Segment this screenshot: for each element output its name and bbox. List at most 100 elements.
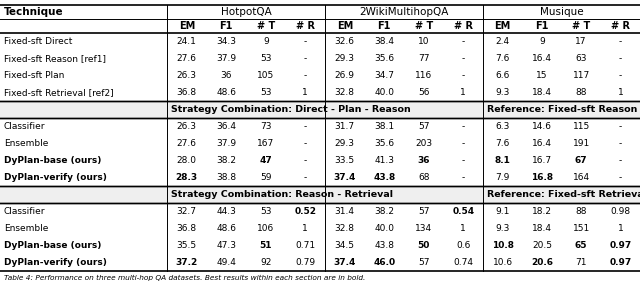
Text: -: - (619, 54, 622, 63)
Text: 9.1: 9.1 (495, 207, 510, 216)
Text: -: - (303, 122, 307, 131)
Text: 32.6: 32.6 (335, 37, 355, 46)
Text: -: - (461, 122, 465, 131)
Text: 92: 92 (260, 258, 271, 267)
Text: 27.6: 27.6 (177, 139, 196, 148)
Text: 36.8: 36.8 (177, 224, 197, 233)
Text: # T: # T (415, 21, 433, 31)
Text: 20.5: 20.5 (532, 241, 552, 250)
Text: 77: 77 (418, 54, 429, 63)
Text: 36: 36 (221, 71, 232, 80)
Text: 37.4: 37.4 (333, 173, 356, 182)
Text: 16.7: 16.7 (532, 156, 552, 165)
Text: 33.5: 33.5 (335, 156, 355, 165)
Text: -: - (619, 156, 622, 165)
Text: Fixed-sft Retrieval [ref2]: Fixed-sft Retrieval [ref2] (4, 88, 114, 97)
Text: -: - (461, 156, 465, 165)
Text: 1: 1 (460, 88, 466, 97)
Text: 0.6: 0.6 (456, 241, 470, 250)
Text: 18.4: 18.4 (532, 88, 552, 97)
Text: 47: 47 (259, 156, 272, 165)
Text: 37.9: 37.9 (216, 139, 236, 148)
Text: 106: 106 (257, 224, 275, 233)
Text: 38.2: 38.2 (216, 156, 236, 165)
Text: 34.3: 34.3 (216, 37, 236, 46)
Text: 1: 1 (302, 88, 308, 97)
Text: # T: # T (572, 21, 590, 31)
Text: EM: EM (337, 21, 353, 31)
Text: 0.54: 0.54 (452, 207, 474, 216)
Text: 26.9: 26.9 (335, 71, 355, 80)
Text: DyPlan-verify (ours): DyPlan-verify (ours) (4, 173, 107, 182)
Text: DyPlan-verify (ours): DyPlan-verify (ours) (4, 258, 107, 267)
Text: 18.2: 18.2 (532, 207, 552, 216)
Text: 40.0: 40.0 (374, 88, 394, 97)
Text: 36.4: 36.4 (216, 122, 236, 131)
Text: 38.2: 38.2 (374, 207, 394, 216)
Text: 9: 9 (539, 37, 545, 46)
Text: 18.4: 18.4 (532, 224, 552, 233)
Text: -: - (303, 139, 307, 148)
Text: 27.6: 27.6 (177, 54, 196, 63)
Text: 32.8: 32.8 (335, 88, 355, 97)
Text: # T: # T (257, 21, 275, 31)
Text: 26.3: 26.3 (177, 71, 196, 80)
Text: 63: 63 (575, 54, 587, 63)
Text: 32.7: 32.7 (177, 207, 196, 216)
Text: # R: # R (611, 21, 630, 31)
Text: 1: 1 (618, 88, 623, 97)
Text: 71: 71 (575, 258, 587, 267)
Text: 88: 88 (575, 207, 587, 216)
Text: # R: # R (296, 21, 315, 31)
Text: 28.0: 28.0 (177, 156, 196, 165)
Text: 65: 65 (575, 241, 588, 250)
Text: 16.8: 16.8 (531, 173, 553, 182)
Text: 10.8: 10.8 (492, 241, 514, 250)
Text: -: - (619, 71, 622, 80)
Text: 14.6: 14.6 (532, 122, 552, 131)
Text: Reference: Fixed-sft Retrieval: Reference: Fixed-sft Retrieval (487, 190, 640, 199)
Text: 35.5: 35.5 (177, 241, 197, 250)
Text: 167: 167 (257, 139, 275, 148)
Text: 53: 53 (260, 54, 271, 63)
Text: -: - (619, 122, 622, 131)
Text: -: - (619, 139, 622, 148)
Text: 51: 51 (259, 241, 272, 250)
Text: 0.74: 0.74 (453, 258, 473, 267)
Text: 0.97: 0.97 (609, 258, 632, 267)
Text: 56: 56 (418, 88, 429, 97)
Text: 38.1: 38.1 (374, 122, 394, 131)
Text: Fixed-sft Plan: Fixed-sft Plan (4, 71, 65, 80)
Text: 34.7: 34.7 (374, 71, 394, 80)
Text: 48.6: 48.6 (216, 224, 236, 233)
Text: 7.9: 7.9 (495, 173, 510, 182)
Text: -: - (461, 139, 465, 148)
Text: 24.1: 24.1 (177, 37, 196, 46)
Text: 1: 1 (618, 224, 623, 233)
Text: 0.79: 0.79 (295, 258, 316, 267)
Text: 1: 1 (460, 224, 466, 233)
Text: 0.97: 0.97 (609, 241, 632, 250)
Text: Classifier: Classifier (4, 122, 45, 131)
Text: -: - (461, 54, 465, 63)
Text: 50: 50 (417, 241, 430, 250)
Text: -: - (461, 173, 465, 182)
Text: 6.6: 6.6 (495, 71, 510, 80)
Text: Strategy Combination: Reason - Retrieval: Strategy Combination: Reason - Retrieval (171, 190, 393, 199)
Text: Reference: Fixed-sft Reason: Reference: Fixed-sft Reason (487, 105, 637, 114)
Text: 9: 9 (263, 37, 269, 46)
Text: 37.9: 37.9 (216, 54, 236, 63)
Text: 37.4: 37.4 (333, 258, 356, 267)
Text: Technique: Technique (4, 7, 63, 17)
Text: 35.6: 35.6 (374, 54, 394, 63)
Text: EM: EM (495, 21, 511, 31)
Text: 9.3: 9.3 (495, 88, 510, 97)
Text: 17: 17 (575, 37, 587, 46)
Text: F1: F1 (220, 21, 233, 31)
Text: Musique: Musique (540, 7, 583, 17)
Text: -: - (303, 173, 307, 182)
Text: Ensemble: Ensemble (4, 224, 49, 233)
Text: 47.3: 47.3 (216, 241, 236, 250)
Text: 1: 1 (302, 224, 308, 233)
Text: 53: 53 (260, 207, 271, 216)
